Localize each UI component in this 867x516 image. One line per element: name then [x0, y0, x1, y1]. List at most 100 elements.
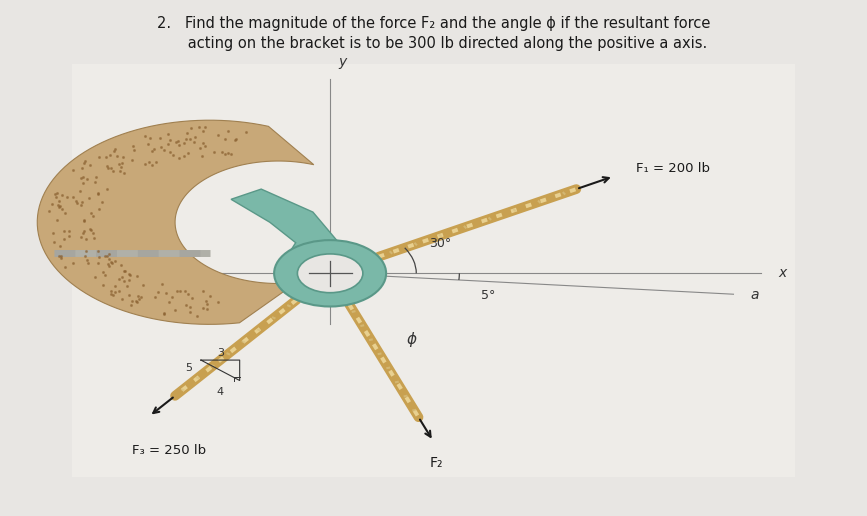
Point	[159, 289, 173, 297]
Point	[151, 288, 165, 296]
Point	[53, 197, 67, 205]
Point	[195, 152, 209, 160]
Point	[147, 145, 160, 153]
Point	[211, 298, 225, 306]
Circle shape	[297, 254, 363, 293]
Point	[165, 293, 179, 301]
Point	[179, 301, 192, 310]
Text: y: y	[339, 55, 347, 69]
Point	[48, 190, 62, 198]
Point	[143, 134, 157, 142]
Point	[79, 252, 93, 261]
Point	[106, 167, 120, 175]
Text: x: x	[778, 266, 786, 280]
Point	[83, 161, 97, 169]
Point	[192, 123, 205, 131]
Point	[102, 254, 116, 263]
Point	[96, 281, 110, 289]
Point	[66, 259, 80, 267]
Point	[212, 131, 225, 139]
Point	[183, 303, 197, 312]
Point	[77, 217, 91, 225]
Point	[196, 127, 210, 136]
Point	[112, 160, 126, 168]
Point	[49, 192, 62, 201]
Text: a: a	[751, 288, 759, 302]
Point	[81, 259, 95, 267]
Point	[62, 232, 75, 240]
Point	[108, 256, 121, 265]
Point	[122, 276, 136, 284]
Point	[130, 272, 144, 280]
Point	[101, 261, 115, 269]
Point	[102, 262, 116, 270]
Point	[98, 271, 112, 279]
Point	[115, 273, 129, 281]
Point	[117, 169, 131, 177]
PathPatch shape	[231, 189, 343, 291]
Point	[221, 126, 235, 135]
Point	[95, 198, 108, 206]
Point	[149, 158, 163, 166]
Point	[75, 198, 89, 206]
Point	[77, 158, 91, 167]
Point	[55, 253, 68, 262]
Point	[173, 154, 186, 162]
Point	[158, 310, 172, 318]
Point	[47, 237, 61, 246]
Point	[108, 147, 121, 155]
Point	[102, 151, 116, 159]
Point	[161, 130, 175, 138]
Point	[129, 298, 143, 306]
Point	[122, 270, 136, 278]
Point	[113, 275, 127, 283]
FancyBboxPatch shape	[72, 64, 795, 477]
Point	[85, 209, 99, 217]
Point	[80, 175, 94, 183]
Point	[221, 149, 235, 157]
Point	[53, 241, 67, 250]
Point	[228, 136, 242, 144]
Point	[89, 172, 103, 181]
Point	[108, 287, 122, 296]
Point	[81, 194, 95, 202]
Point	[153, 134, 167, 142]
Point	[129, 297, 143, 305]
Point	[50, 189, 64, 197]
Point	[88, 273, 101, 281]
Text: acting on the bracket is to be 300 lb directed along the positive a axis.: acting on the bracket is to be 300 lb di…	[160, 36, 707, 51]
Point	[114, 295, 128, 303]
Point	[104, 164, 118, 172]
Point	[122, 291, 136, 299]
Point	[148, 293, 162, 301]
Point	[104, 287, 118, 295]
Text: 5: 5	[186, 363, 192, 373]
Point	[125, 297, 139, 305]
Point	[88, 178, 101, 186]
Point	[196, 287, 210, 296]
Point	[199, 123, 212, 132]
Point	[74, 173, 88, 182]
Point	[207, 148, 221, 156]
Text: F₂: F₂	[429, 456, 443, 470]
Point	[101, 164, 114, 172]
Point	[69, 197, 83, 205]
Point	[170, 287, 184, 295]
Point	[186, 294, 199, 302]
Point	[181, 289, 195, 298]
Point	[74, 233, 88, 241]
Point	[52, 251, 66, 260]
Point	[239, 128, 253, 136]
Point	[193, 144, 207, 152]
Point	[138, 159, 152, 168]
Point	[141, 158, 155, 167]
Point	[114, 163, 127, 171]
Point	[100, 185, 114, 193]
Point	[173, 141, 186, 149]
Point	[169, 138, 183, 146]
Point	[179, 135, 192, 143]
Point	[77, 227, 91, 235]
Point	[55, 190, 68, 199]
Point	[113, 287, 127, 295]
Point	[177, 139, 191, 147]
